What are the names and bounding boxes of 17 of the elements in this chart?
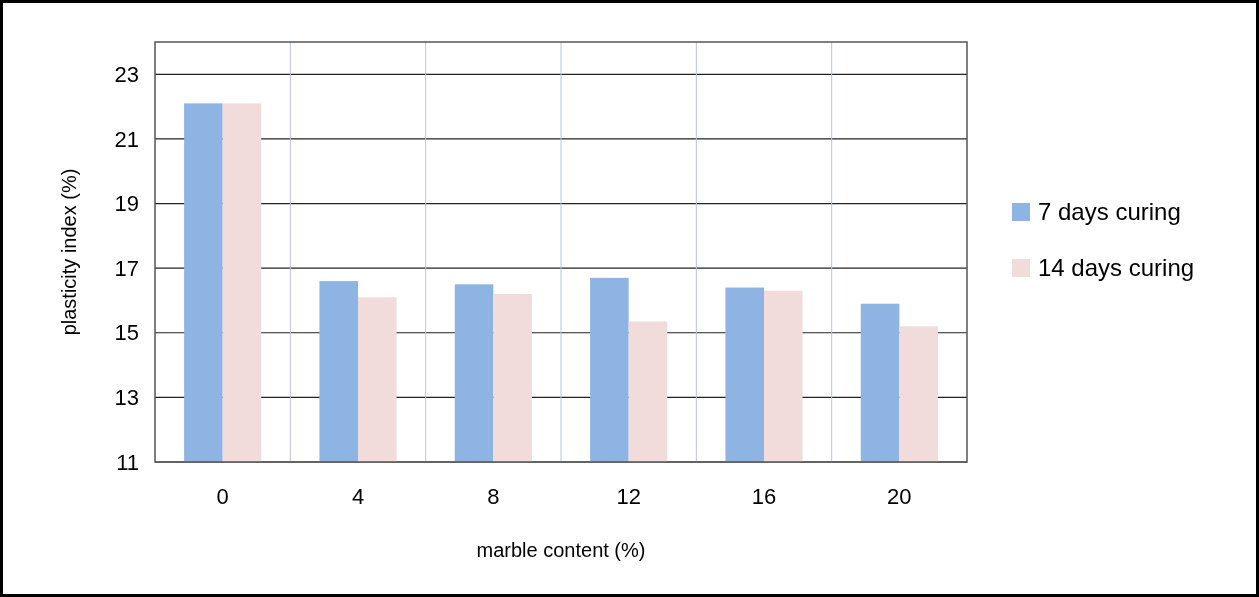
x-axis-title: marble content (%) xyxy=(476,539,646,561)
legend-label: 14 days curing xyxy=(1038,254,1195,282)
x-tick-label: 0 xyxy=(216,484,229,509)
y-tick-label: 15 xyxy=(114,320,139,346)
y-tick-label: 17 xyxy=(114,255,139,281)
x-tick-label: 8 xyxy=(487,484,500,509)
x-tick-label: 16 xyxy=(751,484,777,509)
y-tick-label: 21 xyxy=(114,126,139,152)
y-tick-label: 13 xyxy=(114,385,139,411)
x-tick-label: 12 xyxy=(616,484,641,509)
x-tick-label: 4 xyxy=(351,484,365,509)
y-tick-label: 19 xyxy=(114,191,139,217)
x-tick-label: 20 xyxy=(887,484,912,509)
y-tick-label: 23 xyxy=(114,62,139,88)
y-axis-title: plasticity index (%) xyxy=(58,168,80,336)
y-tick-label: 11 xyxy=(116,449,139,475)
legend-label: 7 days curing xyxy=(1038,198,1181,226)
